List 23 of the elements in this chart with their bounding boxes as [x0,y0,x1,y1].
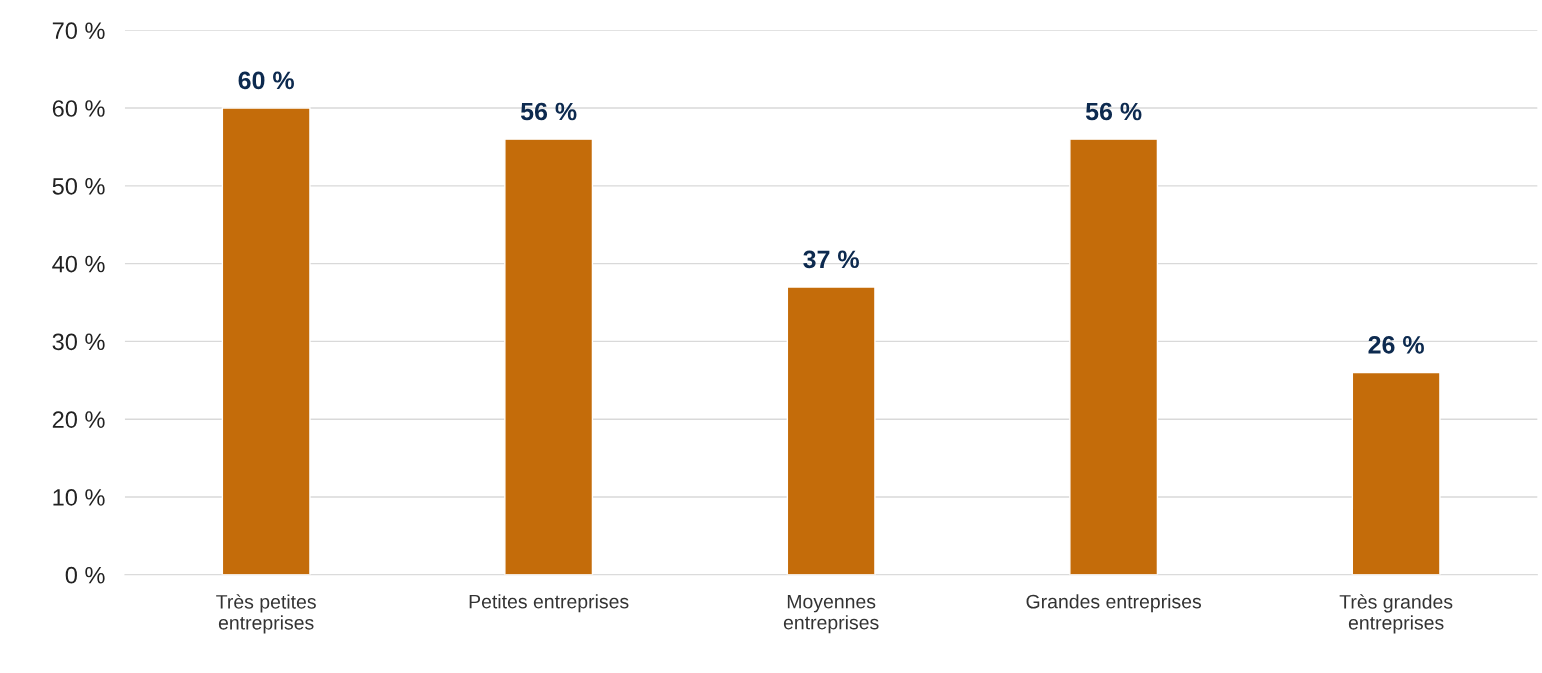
y-tick-label: 30 % [52,333,105,351]
y-tick-label: 70 % [52,22,105,40]
y-tick-label: 60 % [52,100,105,117]
data-label: 56 % [1085,102,1142,121]
bar [1069,138,1159,575]
x-tick-label: Très petites entreprises [216,594,316,634]
bar [504,138,594,575]
x-tick-label: Très grandes entreprises [1339,594,1453,634]
y-tick-label: 20 % [52,411,105,428]
bar [786,286,876,575]
bar [221,107,311,575]
y-tick-label: 50 % [52,177,105,195]
data-label: 37 % [803,250,859,269]
x-tick-label: Moyennes entreprises [783,594,879,634]
y-tick-label: 10 % [53,489,105,506]
data-label: 26 % [1368,335,1424,354]
data-label: 60 % [238,71,294,90]
y-tick-label: 0 % [65,566,105,584]
bar [1351,371,1441,575]
data-label: 56 % [520,102,577,121]
x-tick-label: Petites entreprises [469,594,629,613]
x-tick-label: Grandes entreprises [1026,594,1202,613]
y-tick-label: 40 % [52,255,105,273]
